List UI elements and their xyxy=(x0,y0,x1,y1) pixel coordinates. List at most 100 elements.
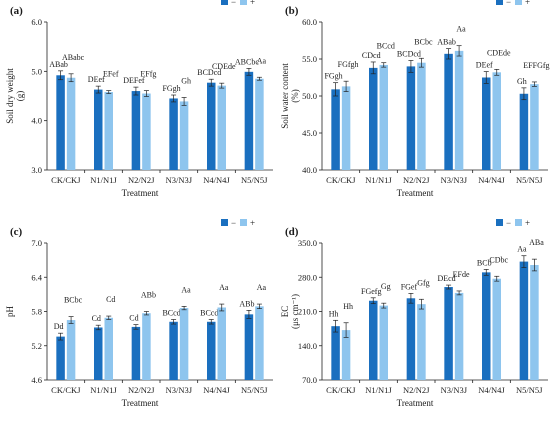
significance-label: Dd xyxy=(54,322,64,331)
bar-minus xyxy=(131,91,141,170)
bar-plus xyxy=(492,72,501,170)
bar-plus xyxy=(104,92,113,170)
legend-label-plus: + xyxy=(250,218,255,228)
y-tick-label: 5.8 xyxy=(31,307,42,317)
significance-label: CDbc xyxy=(489,255,508,264)
x-tick-label: CK/CKJ xyxy=(51,385,81,395)
bar-minus xyxy=(482,272,491,380)
bar-plus xyxy=(454,292,464,380)
bar-plus xyxy=(341,86,351,170)
significance-label: ABa xyxy=(529,238,544,247)
x-axis-title: Treatment xyxy=(122,188,159,198)
legend-label-minus: − xyxy=(506,0,511,7)
x-axis-title: Treatment xyxy=(397,398,434,408)
bar-minus xyxy=(369,300,378,380)
x-tick-label: N5/N5J xyxy=(516,385,543,395)
x-tick-label: CK/CKJ xyxy=(326,385,356,395)
bar-plus xyxy=(379,64,388,170)
legend-swatch-plus xyxy=(515,0,522,5)
x-tick-label: N2/N2J xyxy=(403,175,430,185)
bar-plus xyxy=(179,308,189,380)
significance-label: Hh xyxy=(343,302,353,311)
bar-plus xyxy=(530,265,539,380)
significance-label: FGfgh xyxy=(338,60,359,69)
significance-label: Cd xyxy=(92,314,101,323)
x-tick-label: N1/N1J xyxy=(365,175,392,185)
legend-label-minus: − xyxy=(506,218,511,228)
y-tick-label: 350.0 xyxy=(298,238,317,248)
significance-label: BCDcd xyxy=(397,49,421,58)
y-axis-title: pH xyxy=(5,306,15,318)
chart-panel-b: (b) − +40.0 45.0 50.0 55.0 60.0 Soil water cont… xyxy=(280,0,550,198)
legend-swatch-minus xyxy=(221,219,228,226)
bar-plus xyxy=(142,313,151,380)
bar-plus xyxy=(179,101,189,170)
y-tick-label: 6.0 xyxy=(31,17,42,27)
x-tick-label: N4/N4J xyxy=(478,385,505,395)
x-tick-label: N2/N2J xyxy=(128,385,155,395)
significance-label: ABabc xyxy=(62,53,85,62)
significance-label: EFfg xyxy=(140,70,156,79)
legend-swatch-minus xyxy=(496,0,503,5)
bar-plus xyxy=(255,306,264,380)
y-tick-label: 50.0 xyxy=(302,91,317,101)
significance-label: BCbc xyxy=(414,37,433,46)
y-axis-title-line: EC xyxy=(280,306,290,318)
significance-label: EFFGfg xyxy=(523,61,549,70)
significance-label: DEcd xyxy=(437,274,455,283)
y-tick-label: 45.0 xyxy=(302,128,317,138)
y-tick-label: 70.0 xyxy=(302,375,317,385)
significance-label: Aa xyxy=(181,285,191,294)
legend-label-minus: − xyxy=(231,0,236,7)
chart-panel-c: (c) − +4.6 5.2 5.8 6.4 7.0 pH CK/CKJ Dd BCbc N1/N1J… xyxy=(5,218,273,408)
significance-label: BCb xyxy=(477,258,492,267)
bar-plus xyxy=(454,50,464,170)
significance-label: Cd xyxy=(106,295,115,304)
significance-label: BCDcd xyxy=(197,68,221,77)
significance-label: CDcd xyxy=(362,51,381,60)
y-axis-title: Soil water content(%) xyxy=(280,63,300,129)
significance-label: ABb xyxy=(239,299,254,308)
legend-label-minus: − xyxy=(231,218,236,228)
y-axis-title-line: (μs cm⁻¹) xyxy=(290,294,300,329)
y-tick-label: 5.0 xyxy=(31,66,42,76)
significance-label: BCbc xyxy=(64,296,83,305)
significance-label: FGefg xyxy=(361,287,381,296)
x-axis-title: Treatment xyxy=(122,398,159,408)
legend-label-plus: + xyxy=(525,0,530,7)
bar-plus xyxy=(217,307,226,380)
bar-plus xyxy=(66,320,76,380)
legend-swatch-plus xyxy=(515,219,522,226)
x-tick-label: CK/CKJ xyxy=(326,175,356,185)
y-tick-label: 7.0 xyxy=(31,238,42,248)
x-tick-label: N3/N3J xyxy=(441,175,468,185)
bar-minus xyxy=(519,93,529,170)
significance-label: Gh xyxy=(517,77,527,86)
bar-plus xyxy=(530,84,539,170)
chart-panel-a: (a) − +3.0 4.0 5.0 6.0 Soil dry weight(g) CK/CK… xyxy=(5,0,273,198)
x-tick-label: N1/N1J xyxy=(90,385,117,395)
x-tick-label: N4/N4J xyxy=(478,175,505,185)
panel-label: (d) xyxy=(285,226,299,238)
bar-plus xyxy=(104,317,113,380)
y-tick-label: 280.0 xyxy=(298,272,317,282)
bar-minus xyxy=(56,75,65,170)
y-tick-label: 210.0 xyxy=(298,307,317,317)
legend-swatch-plus xyxy=(240,219,247,226)
bar-plus xyxy=(417,62,426,171)
x-tick-label: N5/N5J xyxy=(241,385,268,395)
significance-label: BCcd xyxy=(377,42,395,51)
significance-label: ABab xyxy=(437,38,456,47)
bar-plus xyxy=(255,78,264,170)
x-axis-title: Treatment xyxy=(397,188,434,198)
bar-plus xyxy=(417,304,426,380)
y-axis-title: EC(μs cm⁻¹) xyxy=(280,294,300,329)
bar-minus xyxy=(207,321,216,380)
bar-minus xyxy=(207,82,216,170)
y-tick-label: 3.0 xyxy=(31,165,42,175)
y-tick-label: 140.0 xyxy=(298,341,317,351)
x-tick-label: N2/N2J xyxy=(128,175,155,185)
significance-label: Hh xyxy=(329,309,339,318)
